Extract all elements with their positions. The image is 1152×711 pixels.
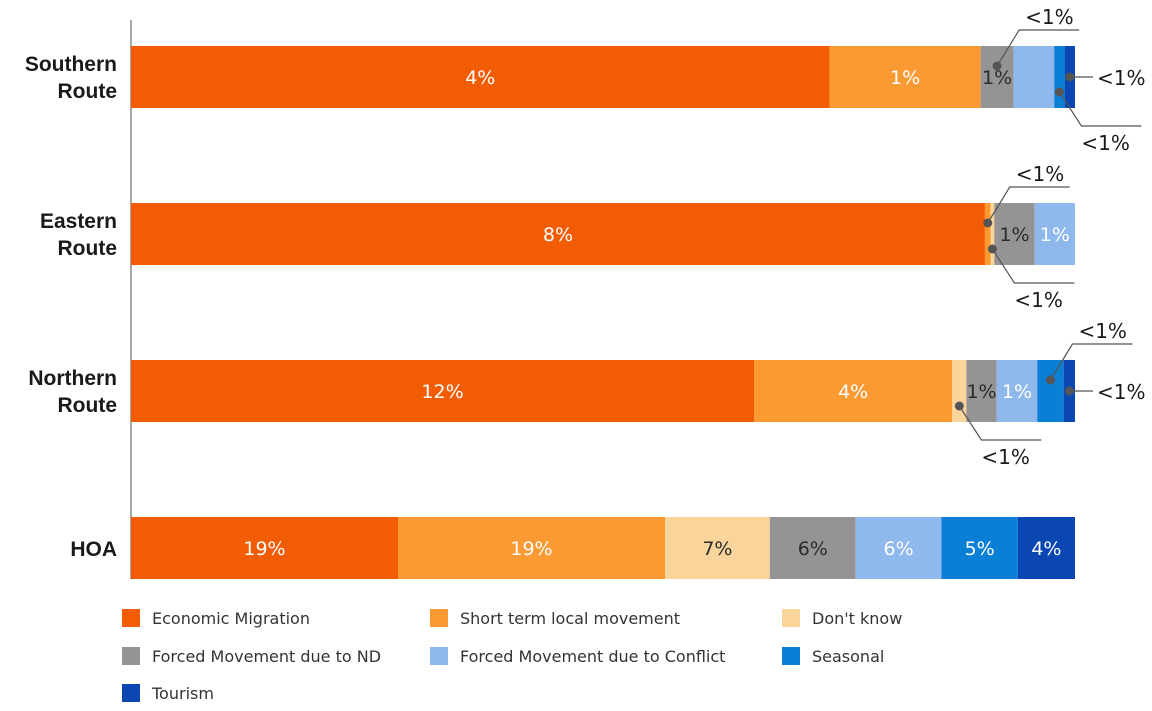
callout-dot [1064, 386, 1074, 396]
segment-label: 1% [890, 67, 920, 89]
annotation-label: <1% [1078, 319, 1127, 343]
segment-label: 1% [999, 224, 1029, 246]
callout-dot [1054, 87, 1064, 97]
segment-label: 1% [1040, 224, 1070, 246]
bar-segment [855, 517, 942, 579]
callout-line [1049, 343, 1133, 381]
callout-dot [992, 61, 1002, 71]
bar-segment [1054, 46, 1065, 108]
callout-dot [954, 401, 964, 411]
category-label: Northern [28, 367, 117, 390]
annotation-label: <1% [1097, 66, 1146, 90]
annotation-label: <1% [1016, 162, 1065, 186]
segment-label: 7% [702, 538, 732, 560]
annotation-label: <1% [1014, 288, 1063, 312]
segment-label: 19% [243, 538, 285, 560]
segment-label: 6% [798, 538, 828, 560]
callout-dot [1045, 375, 1055, 385]
category-label: HOA [70, 538, 117, 561]
segment-label: 19% [510, 538, 552, 560]
segment-label: 8% [543, 224, 573, 246]
bar-segment [1034, 203, 1075, 265]
segment-label: 4% [1031, 538, 1061, 560]
callout-line [996, 29, 1080, 67]
segment-label: 5% [965, 538, 995, 560]
bar-segment [131, 203, 985, 265]
segment-label: 1% [982, 67, 1012, 89]
bar-segment [829, 46, 981, 108]
callout-dot [987, 244, 997, 254]
category-label: Route [58, 80, 118, 103]
bar-segment [1013, 46, 1055, 108]
annotation-label: <1% [981, 445, 1030, 469]
bar-segment [1017, 517, 1075, 579]
callout-line [991, 248, 1075, 284]
bar-segment [984, 203, 991, 265]
callout-line [1058, 91, 1142, 127]
bar-segment [990, 203, 995, 265]
category-label: Route [58, 394, 118, 417]
segment-label: 1% [966, 381, 996, 403]
bar-segment [131, 517, 398, 579]
bar-segment [941, 517, 1018, 579]
bar-segment [664, 517, 770, 579]
bar-segment [131, 46, 830, 108]
bar-segment [397, 517, 665, 579]
bar-segment [966, 360, 997, 422]
annotation-label: <1% [1097, 380, 1146, 404]
bar-segment [769, 517, 856, 579]
category-label: Route [58, 237, 118, 260]
segment-label: 12% [421, 381, 463, 403]
segment-label: 6% [884, 538, 914, 560]
bar-segment [754, 360, 953, 422]
callout-line [958, 405, 1042, 441]
segment-label: 1% [1002, 381, 1032, 403]
category-label: Southern [25, 53, 117, 76]
bar-segment [996, 360, 1038, 422]
category-label: Eastern [40, 210, 117, 233]
bar-segment [1037, 360, 1064, 422]
bar-segment [131, 360, 755, 422]
bar-segment [980, 46, 1014, 108]
annotation-label: <1% [1025, 5, 1074, 29]
callout-dot [1065, 72, 1075, 82]
callout-dot [983, 218, 993, 228]
annotation-label: <1% [1081, 131, 1130, 155]
callout-line [987, 186, 1070, 224]
segment-label: 4% [838, 381, 868, 403]
segment-label: 4% [465, 67, 495, 89]
bar-segment [994, 203, 1035, 265]
